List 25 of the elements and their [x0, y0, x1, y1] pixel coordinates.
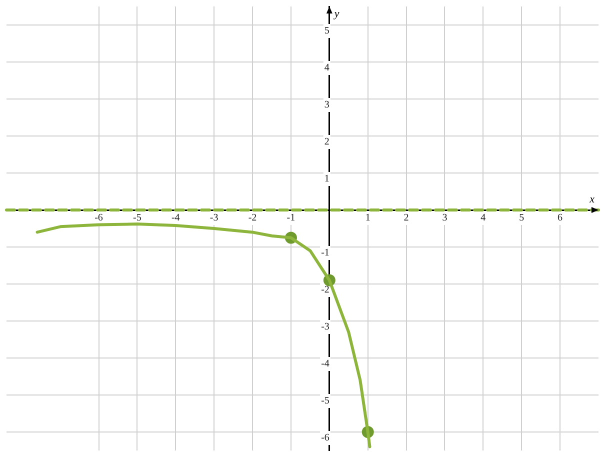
x-tick-label: -4 — [171, 212, 180, 224]
x-tick-label: -2 — [248, 212, 257, 224]
x-tick-label: 4 — [480, 212, 486, 224]
y-tick-label: 1 — [324, 174, 330, 185]
x-tick-label: 2 — [404, 212, 409, 224]
y-tick-label: -4 — [321, 358, 330, 370]
x-tick-label: -6 — [94, 212, 103, 224]
y-tick-label: 2 — [324, 136, 330, 148]
x-axis-title: x — [588, 193, 595, 206]
y-tick-label: -5 — [321, 396, 330, 407]
x-tick-label: 1 — [365, 212, 370, 224]
y-tick-label: -6 — [321, 432, 330, 444]
x-tick-label: 6 — [558, 212, 563, 224]
y-tick-label: -2 — [321, 284, 330, 296]
x-tick-label: -5 — [133, 212, 142, 224]
x-tick-label: 5 — [519, 212, 524, 224]
x-tick-label: -1 — [286, 212, 296, 224]
y-axis-title: y — [333, 8, 340, 20]
y-tick-label: -1 — [321, 248, 330, 259]
y-tick-label: -3 — [321, 322, 330, 333]
y-tick-label: 5 — [324, 26, 330, 37]
y-tick-label: 3 — [324, 100, 330, 111]
x-tick-label: 3 — [442, 212, 448, 224]
y-tick-label: 4 — [324, 62, 330, 74]
x-tick-label: -3 — [210, 212, 218, 224]
